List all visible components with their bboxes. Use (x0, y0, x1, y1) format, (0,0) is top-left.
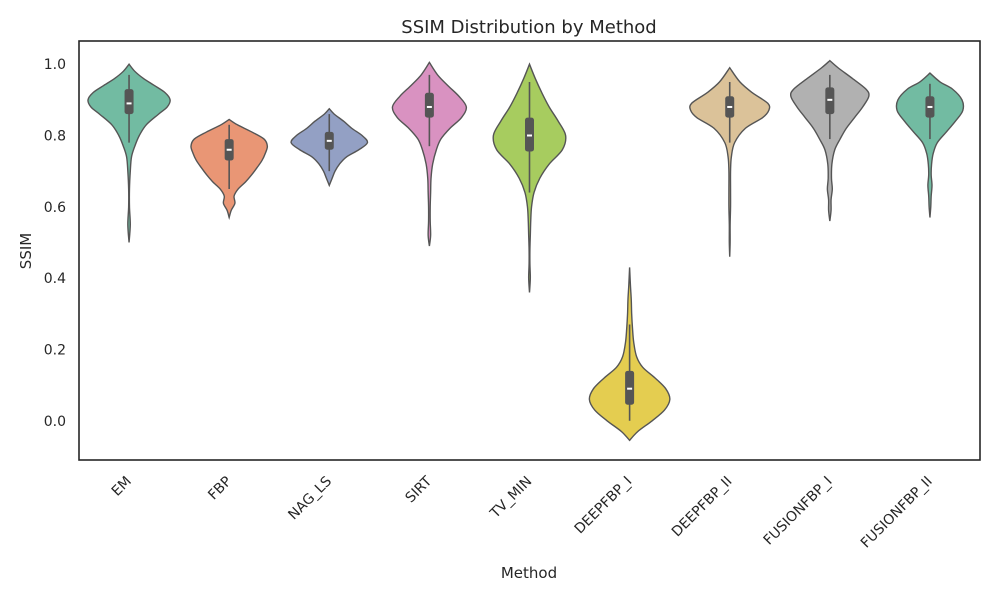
violin-body (87, 63, 171, 243)
violin-iqr-box (124, 89, 134, 115)
violin-iqr-box (424, 92, 434, 118)
violin-fbp (190, 118, 269, 221)
violin-median-marker (927, 105, 933, 108)
y-tick-label: 1.0 (44, 57, 66, 73)
violin-median-marker (326, 139, 332, 142)
violin-median-marker (126, 102, 132, 105)
violin-fusionfbp-i (789, 59, 870, 222)
y-axis-title: SSIM (17, 233, 35, 269)
x-axis-title: Method (501, 564, 557, 582)
violin-median-marker (727, 105, 733, 108)
violin-series-group (87, 59, 965, 442)
plot-frame (78, 40, 981, 461)
violin-median-marker (527, 134, 532, 137)
y-tick-label: 0.8 (44, 128, 66, 144)
violin-deepfbp-ii (689, 66, 771, 257)
y-tick-label: 0.2 (44, 342, 66, 358)
violin-nag-ls (290, 107, 369, 188)
violin-body (391, 61, 468, 247)
violin-body (689, 66, 771, 257)
violin-median-marker (226, 148, 232, 151)
y-tick-label: 0.0 (44, 414, 66, 430)
violin-em (87, 63, 171, 243)
violin-median-marker (827, 98, 833, 101)
y-tick-label: 0.4 (44, 271, 66, 287)
y-axis-ticks: 0.0 0.2 0.4 0.6 0.8 1.0 (44, 57, 66, 430)
chart-title: SSIM Distribution by Method (401, 17, 656, 38)
violin-tv-min (492, 62, 567, 293)
y-tick-label: 0.6 (44, 200, 66, 216)
violin-median-marker (426, 105, 432, 108)
violin-body (895, 72, 965, 218)
violin-fusionfbp-ii (895, 72, 965, 218)
violin-sirt (391, 61, 468, 247)
violin-median-marker (627, 387, 633, 390)
violin-body (789, 59, 870, 222)
violin-deepfbp-i (588, 267, 671, 442)
